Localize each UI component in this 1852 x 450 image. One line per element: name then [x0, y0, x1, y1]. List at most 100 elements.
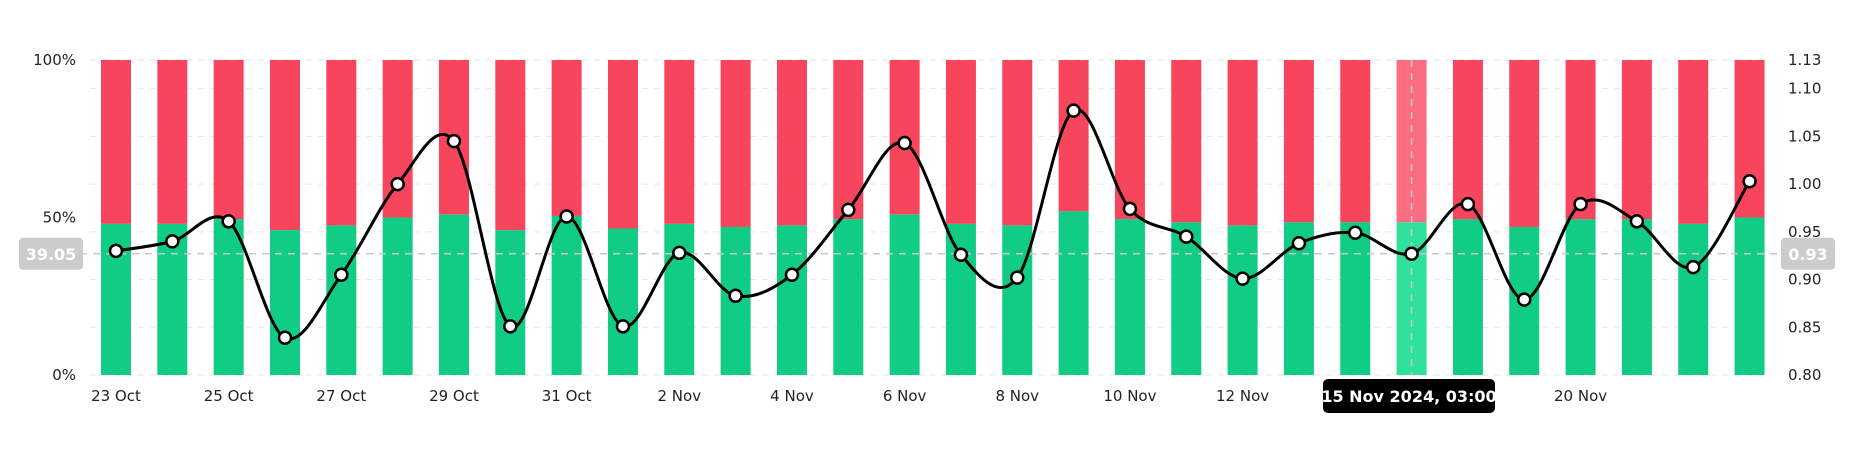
y-left-tick-1: 50%: [43, 209, 76, 227]
y-right-tick-5: 1.05: [1788, 127, 1821, 145]
ratio-point-10: [672, 245, 687, 261]
x-tick-9: 10 Nov: [1103, 387, 1156, 405]
bar-long-3: [269, 230, 300, 375]
ratio-point-15: [953, 247, 969, 262]
ratio-point-18: [1122, 201, 1138, 217]
bar-short-21: [1283, 60, 1314, 223]
bar-long-9: [607, 228, 638, 375]
ratio-point-22: [1348, 225, 1363, 241]
ratio-point-16: [1010, 270, 1025, 285]
bar-short-9: [607, 60, 638, 229]
bar-short-18: [1114, 60, 1145, 220]
bar-long-12: [776, 225, 807, 375]
y-right-tick-2: 0.90: [1788, 271, 1821, 289]
ratio-point-28: [1685, 259, 1701, 275]
ratio-point-0: [108, 243, 124, 259]
ratio-point-1: [165, 234, 180, 249]
ratio-point-27: [1629, 214, 1645, 229]
ratio-point-20: [1235, 271, 1250, 286]
bar-short-10: [664, 60, 695, 224]
bar-short-26: [1565, 60, 1596, 220]
bar-long-1: [157, 223, 188, 375]
bar-long-17: [1058, 211, 1089, 375]
y-left-tick-0: 0%: [52, 366, 76, 384]
bar-long-20: [1227, 225, 1258, 375]
right-value-badge-label: 0.93: [1788, 245, 1827, 264]
y-right-tick-0: 0.80: [1788, 366, 1821, 384]
ratio-point-7: [503, 319, 518, 334]
bar-long-6: [438, 214, 469, 375]
y-right-tick-3: 0.95: [1788, 223, 1821, 241]
bar-short-20: [1227, 60, 1258, 226]
x-tick-1: 25 Oct: [204, 387, 254, 405]
bar-short-25: [1509, 60, 1540, 227]
right-value-badge: [1781, 237, 1835, 270]
x-tick-4: 31 Oct: [542, 387, 592, 405]
ratio-point-12: [784, 267, 800, 283]
x-tick-5: 2 Nov: [658, 387, 702, 405]
bar-long-14: [889, 214, 920, 375]
x-tick-8: 8 Nov: [995, 387, 1039, 405]
ratio-point-19: [1179, 229, 1194, 244]
ratio-point-3: [277, 330, 293, 346]
bar-long-2: [213, 219, 244, 375]
x-tick-7: 6 Nov: [883, 387, 927, 405]
y-right-tick-4: 1.00: [1788, 175, 1821, 193]
bar-short-24: [1452, 60, 1483, 220]
bar-long-5: [382, 217, 413, 375]
bar-short-1: [157, 60, 188, 224]
ratio-point-21: [1291, 236, 1307, 251]
x-tick-10: 12 Nov: [1216, 387, 1269, 405]
bar-short-17: [1058, 60, 1089, 212]
bar-short-11: [720, 60, 751, 227]
y-right-tick-7: 1.13: [1788, 51, 1821, 69]
ratio-point-4: [334, 267, 349, 283]
date-tooltip: [1323, 379, 1495, 413]
bar-long-29: [1734, 217, 1765, 375]
bar-short-15: [945, 60, 976, 224]
bar-short-22: [1340, 60, 1371, 223]
ratio-point-2: [221, 214, 236, 229]
ratio-line: [115, 108, 1751, 341]
ratio-point-5: [390, 176, 405, 192]
bar-long-19: [1171, 222, 1202, 375]
date-tooltip-label: 15 Nov 2024, 03:00: [1321, 387, 1496, 406]
bar-short-3: [269, 60, 300, 231]
ratio-point-23: [1404, 246, 1419, 262]
bar-long-22: [1340, 222, 1371, 375]
ratio-point-24: [1460, 196, 1476, 212]
bar-short-0: [101, 60, 131, 224]
ratio-point-26: [1573, 196, 1588, 212]
ratio-point-29: [1742, 173, 1757, 189]
left-value-badge-label: 39.05: [26, 245, 77, 264]
ratio-point-17: [1066, 103, 1081, 118]
left-value-badge: [19, 237, 83, 270]
ratio-point-9: [615, 319, 631, 334]
bar-long-15: [945, 223, 976, 375]
x-tick-0: 23 Oct: [91, 387, 141, 405]
bar-long-27: [1621, 219, 1652, 375]
x-tick-3: 29 Oct: [429, 387, 479, 405]
ratio-point-14: [897, 135, 912, 151]
ratio-point-8: [559, 209, 574, 224]
y-right-tick-6: 1.10: [1788, 80, 1821, 98]
bar-short-2: [213, 60, 244, 220]
bar-short-29: [1734, 60, 1765, 218]
bar-long-16: [1002, 225, 1033, 375]
bar-long-18: [1114, 219, 1145, 375]
x-tick-6: 4 Nov: [770, 387, 814, 405]
bar-short-27: [1621, 60, 1652, 220]
bar-long-13: [833, 219, 864, 375]
bar-long-28: [1678, 223, 1709, 375]
bar-short-4: [326, 60, 357, 226]
x-tick-2: 27 Oct: [316, 387, 366, 405]
bar-long-26: [1565, 219, 1596, 375]
bar-short-13: [833, 60, 864, 220]
ratio-point-13: [841, 202, 856, 218]
bar-short-7: [495, 60, 526, 231]
ratio-point-6: [446, 133, 462, 149]
ratio-point-11: [728, 288, 743, 304]
bar-long-4: [326, 225, 357, 375]
